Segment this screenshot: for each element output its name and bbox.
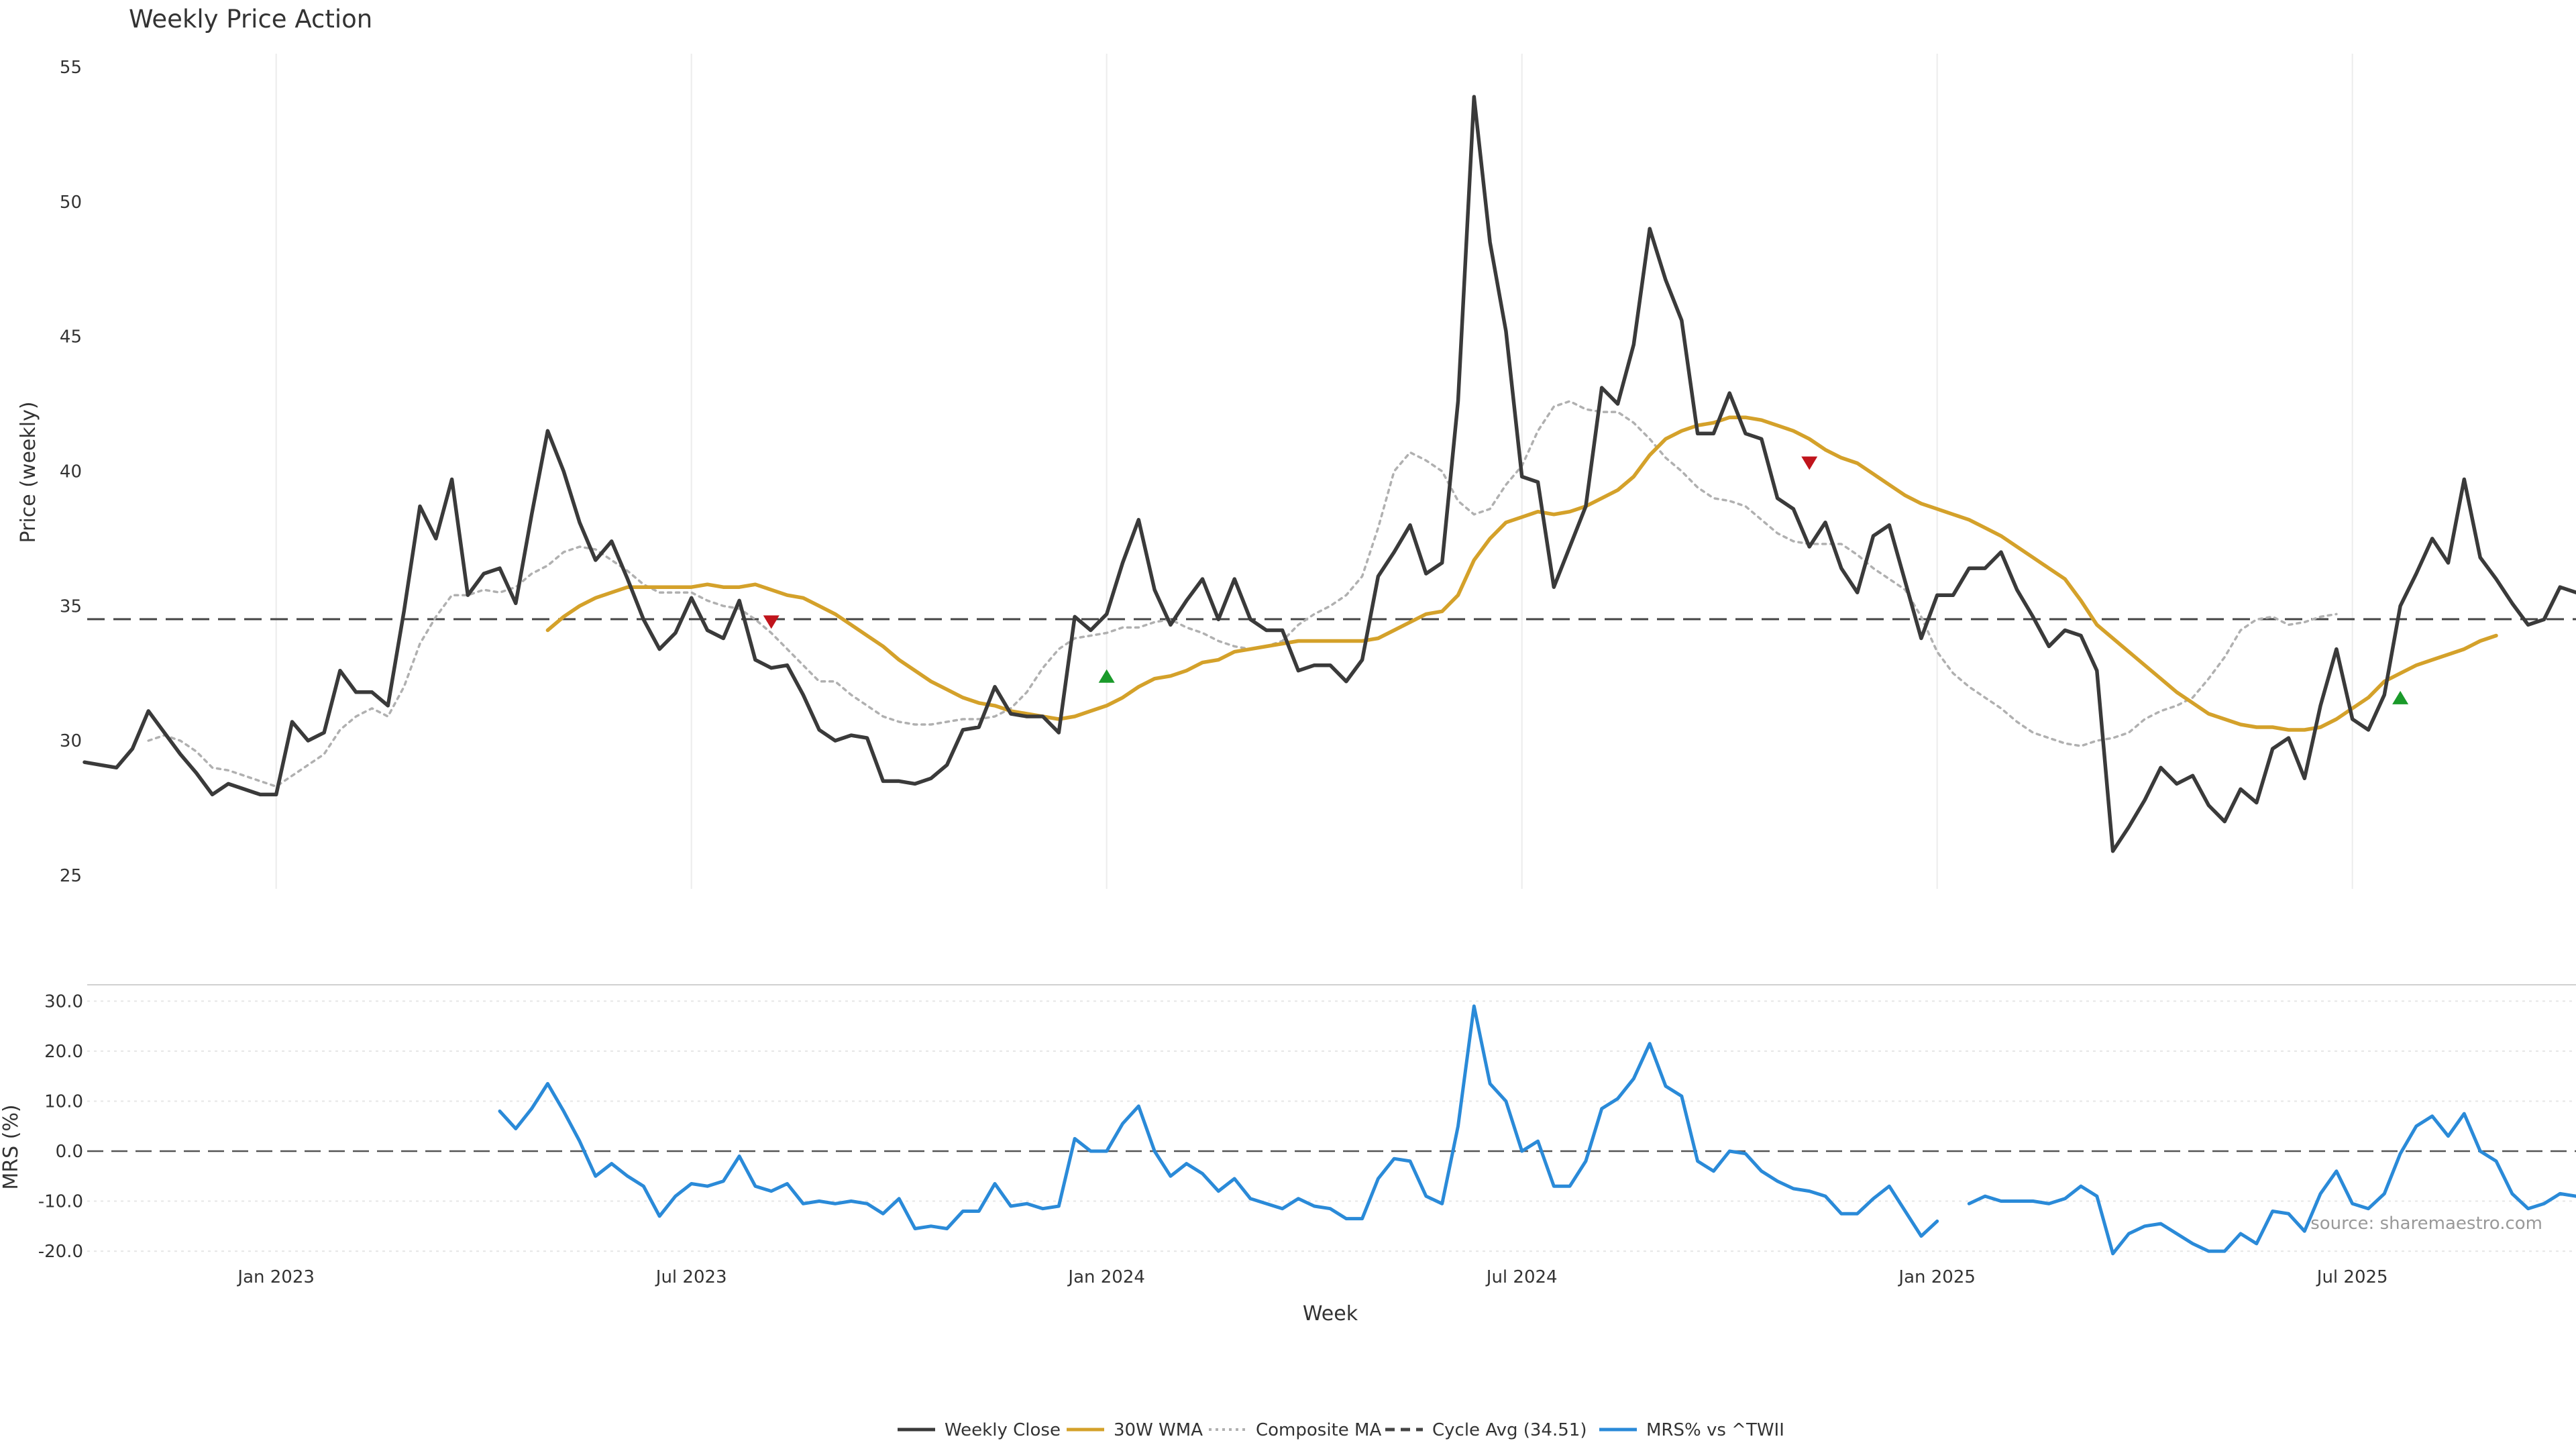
price-y-tick-label: 40 <box>60 462 82 482</box>
price-series-group <box>83 95 2576 853</box>
composite-ma-line <box>147 400 2338 788</box>
buy-signal-marker <box>1098 669 1115 683</box>
mrs-y-tick-label: 30.0 <box>44 991 83 1012</box>
mrs-y-tick-label: -10.0 <box>38 1192 83 1212</box>
mrs-y-tick-label: 10.0 <box>44 1091 83 1112</box>
wma-30w-line <box>545 415 2498 732</box>
mrs-y-tick-label: 0.0 <box>56 1142 83 1162</box>
x-tick-label: Jul 2025 <box>2316 1267 2388 1287</box>
price-y-tick-label: 55 <box>60 58 82 78</box>
sell-signal-marker <box>1801 456 1818 470</box>
mrs-series-group <box>498 1004 2576 1256</box>
price-y-tick-label: 30 <box>60 731 82 751</box>
price-y-axis-label: Price (weekly) <box>17 401 40 543</box>
x-tick-label: Jan 2025 <box>1897 1267 1976 1287</box>
legend-label: Weekly Close <box>945 1420 1061 1440</box>
buy-signal-marker <box>2392 690 2409 704</box>
legend-label: 30W WMA <box>1114 1420 1203 1440</box>
source-note: source: sharemaestro.com <box>2310 1214 2542 1234</box>
price-y-tick-label: 50 <box>60 193 82 213</box>
mrs-y-tick-label: 20.0 <box>44 1042 83 1062</box>
legend-label: Composite MA <box>1256 1420 1381 1440</box>
x-axis-label: Week <box>1303 1302 1358 1326</box>
legend-label: MRS% vs ^TWII <box>1646 1420 1784 1440</box>
x-tick-label: Jul 2024 <box>1485 1267 1558 1287</box>
chart-title: Weekly Price Action <box>129 5 372 34</box>
price-y-tick-label: 45 <box>60 327 82 347</box>
x-tick-label: Jan 2024 <box>1067 1267 1145 1287</box>
x-tick-label: Jan 2023 <box>236 1267 315 1287</box>
price-y-tick-label: 35 <box>60 596 82 616</box>
mrs-panel-grid <box>87 1000 2576 1252</box>
chart-legend: Weekly Close 30W WMA Composite MA Cycle Avg… <box>898 1420 1784 1440</box>
price-y-tick-label: 25 <box>60 866 82 886</box>
x-tick-labels: Jan 2023 Jul 2023 Jan 2024 Jul 2024 Jan 2025… <box>236 1267 2387 1287</box>
weekly-close-line <box>83 95 2576 853</box>
mrs-y-tick-label: -20.0 <box>38 1242 83 1262</box>
mrs-y-tick-labels: -20.0 -10.0 0.0 10.0 20.0 30.0 <box>38 991 83 1262</box>
sell-signal-marker <box>763 615 780 629</box>
price-panel-grid <box>275 54 2353 889</box>
signal-markers <box>763 456 2409 704</box>
legend-label: Cycle Avg (34.51) <box>1432 1420 1587 1440</box>
mrs-y-axis-label: MRS (%) <box>0 1104 23 1189</box>
x-tick-label: Jul 2023 <box>655 1267 727 1287</box>
price-y-tick-labels: 25 30 35 40 45 50 55 <box>60 58 82 886</box>
mrs-line <box>498 1004 2576 1256</box>
